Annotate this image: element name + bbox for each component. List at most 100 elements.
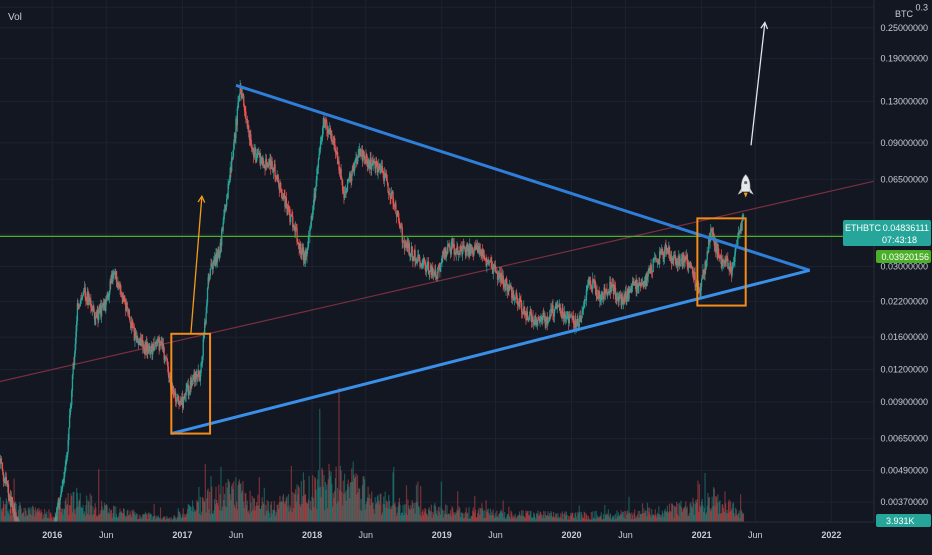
candle-body xyxy=(194,372,197,383)
candle-body xyxy=(558,303,561,307)
volume-bar xyxy=(46,517,49,522)
volume-bar xyxy=(585,519,587,522)
candle-body xyxy=(610,285,612,292)
candle-body xyxy=(305,250,307,257)
candle-body xyxy=(702,269,704,276)
volume-bar xyxy=(28,507,30,522)
volume-bar xyxy=(204,501,206,522)
candle-body xyxy=(394,203,396,207)
wedge-lower-line[interactable] xyxy=(170,268,811,436)
candle-body xyxy=(518,304,520,308)
candle-body xyxy=(694,272,696,287)
candle-body xyxy=(705,261,707,268)
candle-body xyxy=(720,255,722,259)
volume-bar xyxy=(621,514,623,522)
volume-bar xyxy=(100,510,102,522)
volume-bar xyxy=(403,515,405,522)
candle-body xyxy=(634,282,636,286)
candle-body xyxy=(140,339,143,346)
candle-body xyxy=(427,261,430,274)
volume-bar xyxy=(267,510,269,522)
volume-bar xyxy=(482,510,484,522)
volume-bar xyxy=(481,507,484,522)
volume-bar xyxy=(140,515,142,522)
volume-bar xyxy=(300,481,302,522)
volume-bar xyxy=(474,509,477,522)
volume-bar xyxy=(688,515,690,522)
volume-bar xyxy=(489,515,491,522)
volume-bar xyxy=(221,510,223,522)
orange-rise-arrow[interactable] xyxy=(190,196,203,334)
volume-bar xyxy=(706,505,708,522)
volume-bar xyxy=(410,508,413,522)
candle-body xyxy=(405,243,407,245)
candle-body xyxy=(362,154,364,161)
candle-body xyxy=(307,235,310,248)
candle-body xyxy=(698,287,700,292)
candle-body xyxy=(174,391,176,396)
candle-body xyxy=(269,159,271,165)
candle-body xyxy=(504,283,507,290)
candle-body xyxy=(206,288,209,304)
candle-body xyxy=(201,362,203,364)
candle-body xyxy=(580,318,583,323)
candle-body xyxy=(63,477,65,480)
candle-body xyxy=(699,288,701,297)
box-2017[interactable] xyxy=(170,332,212,435)
box-2021[interactable] xyxy=(696,217,747,307)
candle-body xyxy=(544,315,546,325)
volume-bar xyxy=(614,519,616,522)
volume-bar xyxy=(676,501,678,522)
volume-bar xyxy=(702,505,704,522)
candle-body xyxy=(127,309,130,314)
candle-body xyxy=(459,250,461,252)
candle-body xyxy=(391,191,393,193)
volume-bar xyxy=(157,516,159,522)
volume-bar xyxy=(590,511,592,522)
wedge-upper-line[interactable] xyxy=(235,83,811,272)
volume-bar xyxy=(427,509,430,522)
time-axis-panel[interactable] xyxy=(0,522,874,550)
candle-body xyxy=(368,160,370,163)
time-tick-label: Jun xyxy=(618,530,633,540)
candle-body xyxy=(685,257,687,260)
candle-body xyxy=(503,284,505,288)
candle-body xyxy=(714,239,716,246)
candle-body xyxy=(297,242,300,245)
volume-bar xyxy=(107,513,109,522)
volume-bar xyxy=(340,470,342,522)
candle-body xyxy=(566,316,568,318)
volume-bar xyxy=(553,511,555,522)
candle-body xyxy=(399,225,401,227)
volume-bar xyxy=(289,505,291,522)
volume-bar xyxy=(712,506,714,522)
white-target-arrow[interactable] xyxy=(750,22,766,146)
volume-bar xyxy=(364,509,366,522)
candle-body xyxy=(693,272,696,280)
candle-body xyxy=(654,257,657,259)
volume-bar xyxy=(75,508,77,522)
candle-body xyxy=(427,261,429,263)
candle-body xyxy=(143,344,145,351)
candle-body xyxy=(482,250,484,257)
candle-body xyxy=(236,118,238,126)
volume-bar xyxy=(186,513,188,522)
candle-body xyxy=(109,280,111,291)
volume-bar xyxy=(350,482,352,522)
volume-bar xyxy=(11,515,13,522)
volume-bar xyxy=(253,498,255,522)
volume-bar xyxy=(149,513,152,522)
volume-bar xyxy=(51,519,54,522)
candle-body xyxy=(680,258,682,265)
candle-body xyxy=(86,299,88,302)
candle-body xyxy=(491,267,494,274)
candle-body xyxy=(69,408,71,415)
drawings[interactable] xyxy=(0,21,874,436)
candle-body xyxy=(614,284,616,288)
candle-body xyxy=(310,216,312,227)
volume-bar xyxy=(76,487,78,522)
time-axis-ticks: 2016 Jun 2017 Jun 2018 Jun 2019 Jun 2020 Jun 2021 J… xyxy=(42,530,841,540)
candle-body xyxy=(259,153,261,164)
